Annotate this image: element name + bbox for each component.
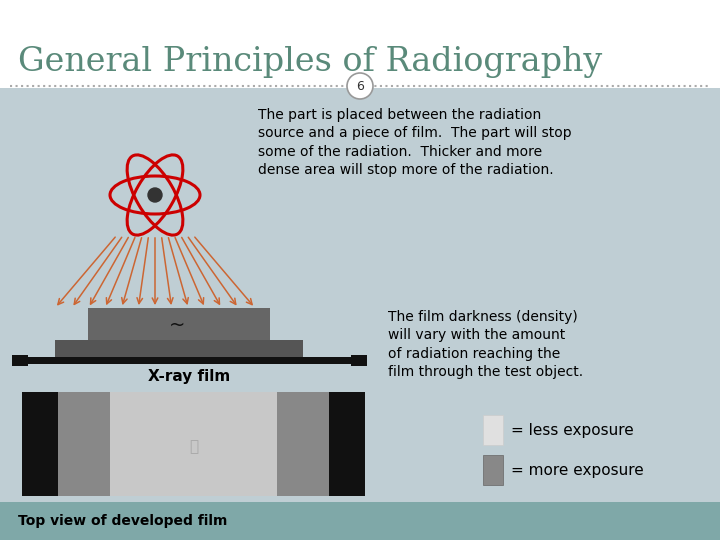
Bar bbox=[483, 455, 503, 485]
Text: 🕊: 🕊 bbox=[189, 440, 198, 455]
Bar bbox=[329, 392, 365, 496]
Text: Top view of developed film: Top view of developed film bbox=[18, 514, 228, 528]
Circle shape bbox=[148, 188, 162, 202]
Bar bbox=[0, 502, 720, 540]
Text: ~: ~ bbox=[168, 315, 185, 334]
Circle shape bbox=[347, 73, 373, 99]
Text: 6: 6 bbox=[356, 79, 364, 92]
Bar bbox=[58, 392, 110, 496]
Bar bbox=[55, 340, 303, 358]
Bar bbox=[22, 392, 365, 496]
Bar bbox=[12, 357, 367, 364]
Bar bbox=[351, 355, 367, 366]
Text: = less exposure: = less exposure bbox=[511, 422, 634, 437]
Text: The part is placed between the radiation
source and a piece of film.  The part w: The part is placed between the radiation… bbox=[258, 108, 572, 177]
Text: General Principles of Radiography: General Principles of Radiography bbox=[18, 46, 602, 78]
Text: The film darkness (density)
will vary with the amount
of radiation reaching the
: The film darkness (density) will vary wi… bbox=[388, 310, 583, 379]
Bar bbox=[88, 308, 270, 340]
Bar bbox=[110, 392, 277, 496]
Bar bbox=[0, 0, 720, 88]
Text: X-ray film: X-ray film bbox=[148, 369, 230, 384]
Bar bbox=[22, 392, 58, 496]
Bar bbox=[0, 88, 720, 540]
Bar bbox=[483, 415, 503, 445]
Bar bbox=[277, 392, 329, 496]
Text: = more exposure: = more exposure bbox=[511, 462, 644, 477]
Bar bbox=[12, 355, 28, 366]
